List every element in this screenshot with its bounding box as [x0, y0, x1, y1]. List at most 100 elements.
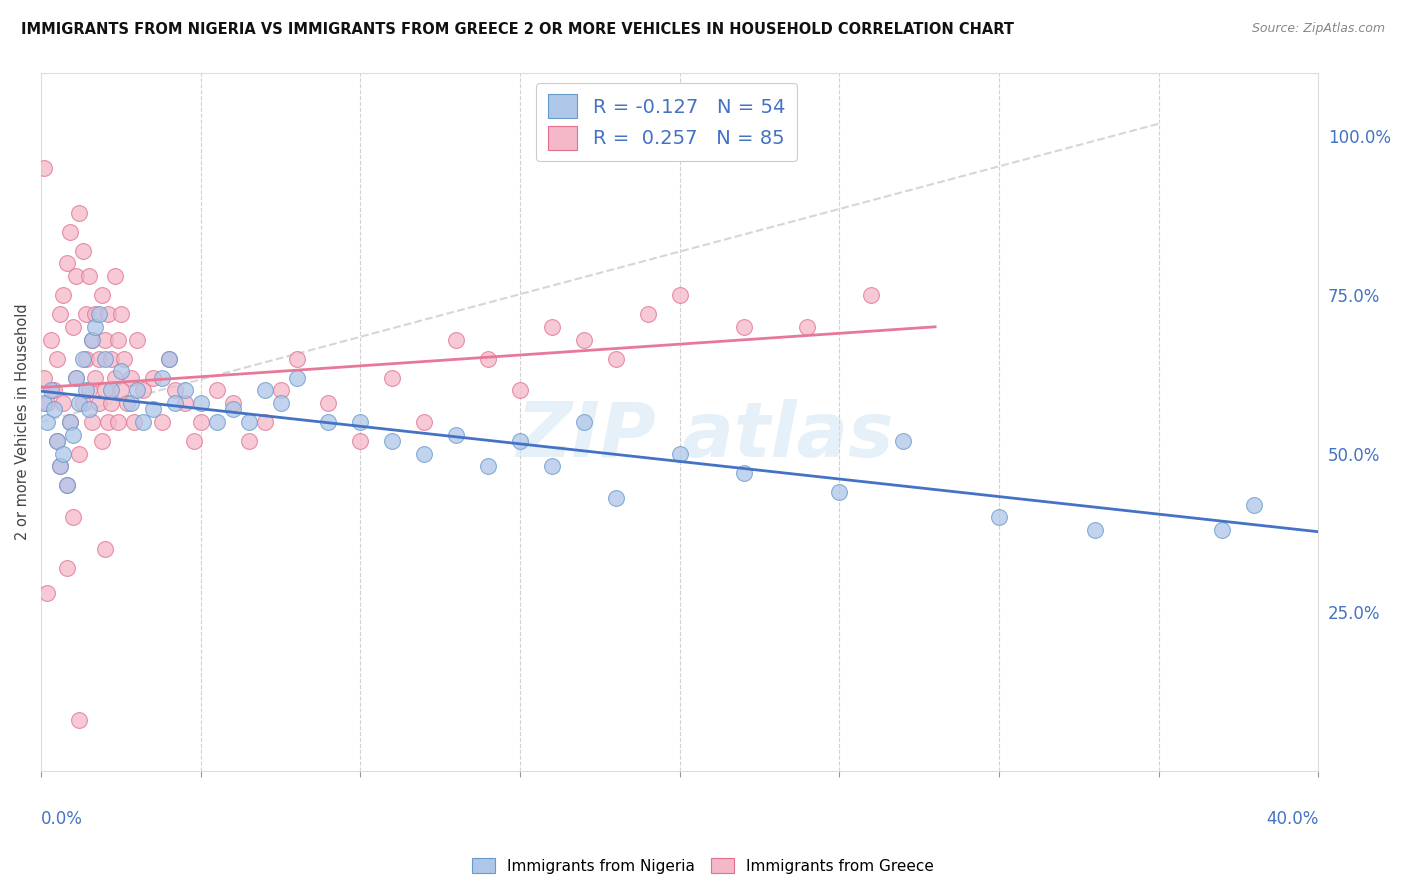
Point	[87, 351, 110, 366]
Point	[103, 370, 125, 384]
Point	[67, 447, 90, 461]
Point	[157, 351, 180, 366]
Point	[477, 459, 499, 474]
Point	[65, 268, 87, 283]
Text: Source: ZipAtlas.com: Source: ZipAtlas.com	[1251, 22, 1385, 36]
Point	[39, 333, 62, 347]
Point	[55, 256, 77, 270]
Point	[285, 370, 308, 384]
Point	[97, 307, 120, 321]
Point	[285, 351, 308, 366]
Point	[67, 713, 90, 727]
Point	[1211, 523, 1233, 537]
Point	[100, 396, 122, 410]
Point	[444, 333, 467, 347]
Point	[46, 434, 69, 448]
Point	[165, 384, 187, 398]
Point	[39, 384, 62, 398]
Legend: R = -0.127   N = 54, R =  0.257   N = 85: R = -0.127 N = 54, R = 0.257 N = 85	[536, 83, 797, 161]
Point	[34, 161, 56, 176]
Point	[94, 351, 117, 366]
Point	[988, 510, 1011, 524]
Point	[62, 427, 84, 442]
Text: IMMIGRANTS FROM NIGERIA VS IMMIGRANTS FROM GREECE 2 OR MORE VEHICLES IN HOUSEHOL: IMMIGRANTS FROM NIGERIA VS IMMIGRANTS FR…	[21, 22, 1014, 37]
Point	[42, 402, 65, 417]
Point	[120, 396, 142, 410]
Point	[59, 225, 82, 239]
Point	[541, 459, 564, 474]
Point	[668, 447, 690, 461]
Point	[72, 351, 94, 366]
Point	[165, 396, 187, 410]
Point	[103, 268, 125, 283]
Point	[94, 541, 117, 556]
Point	[221, 396, 243, 410]
Point	[82, 415, 104, 429]
Point	[87, 396, 110, 410]
Point	[413, 415, 436, 429]
Point	[572, 415, 595, 429]
Point	[55, 561, 77, 575]
Point	[112, 351, 135, 366]
Point	[77, 402, 100, 417]
Point	[37, 415, 59, 429]
Point	[75, 351, 97, 366]
Text: 0.0%: 0.0%	[41, 810, 83, 828]
Point	[34, 370, 56, 384]
Point	[157, 351, 180, 366]
Point	[120, 370, 142, 384]
Text: 40.0%: 40.0%	[1265, 810, 1319, 828]
Point	[238, 434, 260, 448]
Point	[221, 402, 243, 417]
Point	[637, 307, 659, 321]
Point	[82, 333, 104, 347]
Point	[67, 396, 90, 410]
Point	[733, 319, 755, 334]
Point	[381, 434, 404, 448]
Point	[84, 319, 107, 334]
Point	[84, 307, 107, 321]
Point	[122, 415, 145, 429]
Point	[100, 351, 122, 366]
Point	[796, 319, 818, 334]
Point	[94, 384, 117, 398]
Point	[59, 415, 82, 429]
Point	[183, 434, 205, 448]
Point	[72, 396, 94, 410]
Point	[52, 288, 75, 302]
Point	[37, 586, 59, 600]
Point	[67, 205, 90, 219]
Point	[444, 427, 467, 442]
Point	[52, 396, 75, 410]
Point	[270, 396, 292, 410]
Point	[413, 447, 436, 461]
Point	[253, 384, 276, 398]
Point	[891, 434, 914, 448]
Point	[82, 333, 104, 347]
Point	[142, 370, 165, 384]
Point	[77, 268, 100, 283]
Point	[75, 307, 97, 321]
Point	[509, 384, 531, 398]
Point	[477, 351, 499, 366]
Point	[65, 370, 87, 384]
Point	[1243, 498, 1265, 512]
Point	[238, 415, 260, 429]
Point	[541, 319, 564, 334]
Point	[90, 288, 112, 302]
Point	[37, 396, 59, 410]
Point	[142, 402, 165, 417]
Point	[72, 244, 94, 258]
Point	[100, 384, 122, 398]
Y-axis label: 2 or more Vehicles in Household: 2 or more Vehicles in Household	[15, 303, 30, 541]
Point	[97, 415, 120, 429]
Point	[381, 370, 404, 384]
Point	[733, 466, 755, 480]
Point	[205, 415, 228, 429]
Point	[46, 351, 69, 366]
Point	[94, 333, 117, 347]
Legend: Immigrants from Nigeria, Immigrants from Greece: Immigrants from Nigeria, Immigrants from…	[467, 852, 939, 880]
Point	[49, 459, 72, 474]
Point	[572, 333, 595, 347]
Point	[107, 415, 129, 429]
